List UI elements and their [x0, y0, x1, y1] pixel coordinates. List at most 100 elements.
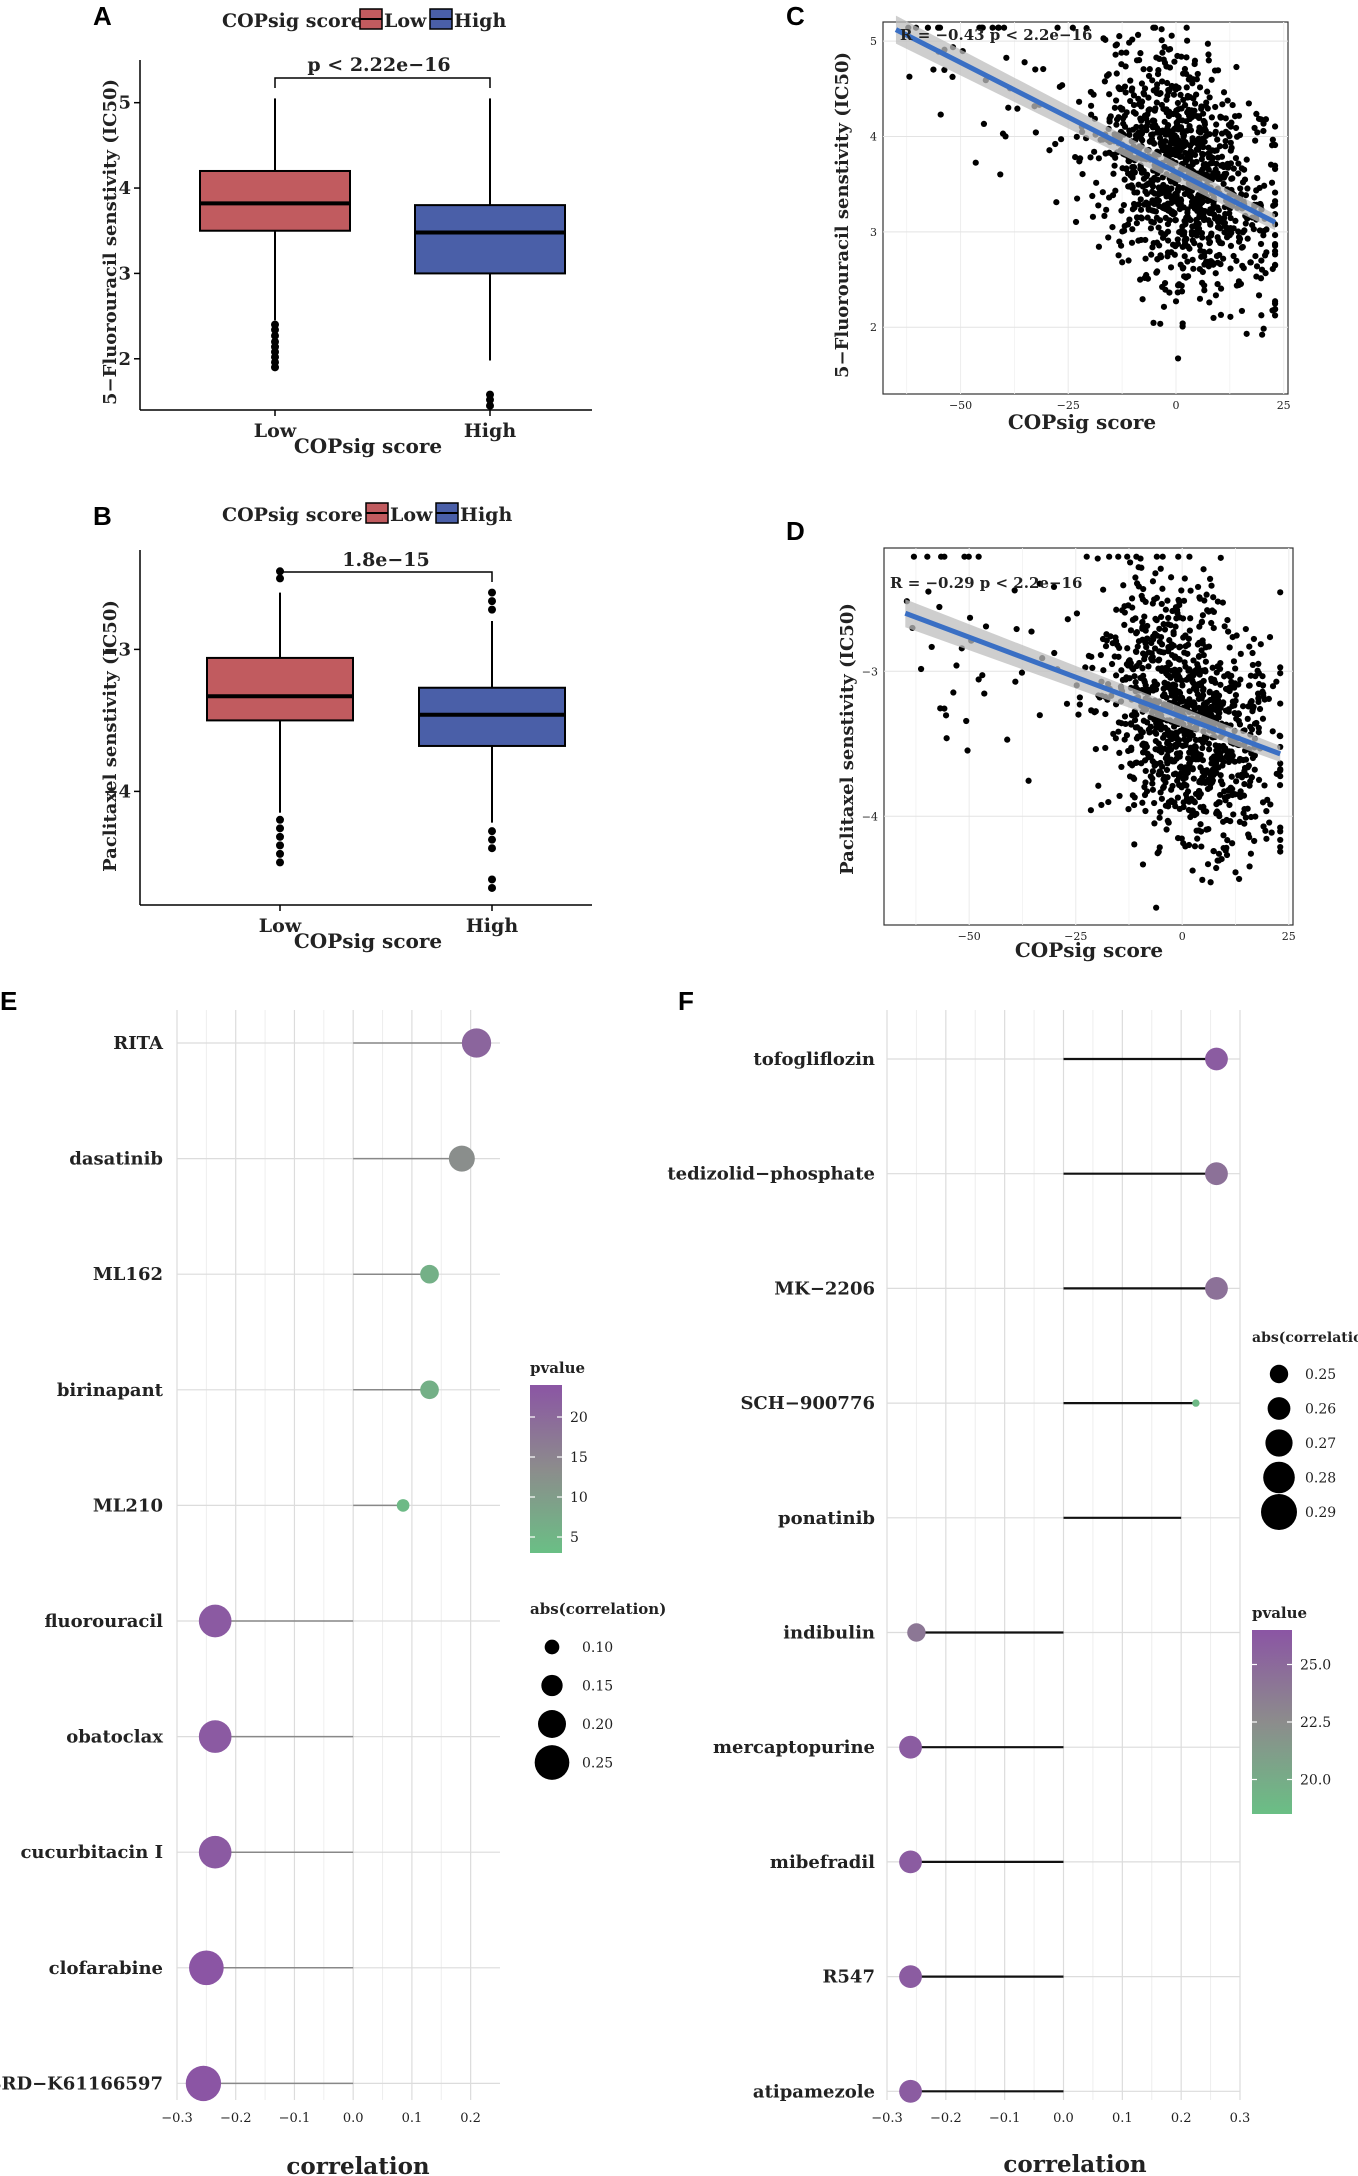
data-point	[1123, 165, 1130, 172]
pvalue-label: p < 2.22e−16	[307, 54, 450, 76]
data-point	[1157, 565, 1164, 572]
data-point	[1200, 692, 1207, 699]
lollipop-dot	[420, 1264, 439, 1284]
data-point	[964, 747, 971, 754]
data-point	[1200, 652, 1207, 659]
data-point	[1207, 257, 1214, 265]
data-point	[1152, 746, 1159, 753]
data-point	[1244, 805, 1251, 812]
data-point	[1172, 86, 1179, 93]
data-point	[1151, 820, 1158, 827]
panel-letter-f: F	[678, 986, 694, 1016]
data-point	[1120, 201, 1127, 209]
panel-b: B COPsig score Low High −3 −4 Low High Pacl…	[93, 501, 592, 953]
data-point	[1174, 99, 1182, 107]
data-point	[1167, 264, 1175, 271]
data-point	[1261, 252, 1269, 259]
data-point	[1160, 142, 1167, 149]
data-point	[1205, 57, 1212, 64]
data-point	[1167, 140, 1174, 147]
data-point	[1201, 287, 1208, 294]
data-point	[1142, 767, 1149, 775]
drug-label: R547	[822, 1967, 875, 1988]
data-point	[1124, 553, 1131, 560]
y-axis-label: 5−Fluorouracil senstivity (IC50)	[100, 79, 121, 405]
size-legend-label: 0.27	[1305, 1436, 1336, 1452]
data-point	[1153, 196, 1161, 203]
outlier-point	[488, 597, 496, 606]
data-point	[1174, 729, 1181, 736]
outlier-point	[486, 401, 494, 410]
data-point	[1217, 681, 1224, 688]
data-point	[1197, 821, 1204, 828]
data-point	[1259, 331, 1266, 338]
data-point	[1099, 189, 1106, 196]
outlier-point	[488, 835, 496, 844]
data-point	[1263, 226, 1270, 233]
data-point	[1087, 102, 1095, 109]
data-point	[1217, 554, 1224, 561]
data-point	[1170, 91, 1178, 98]
data-point	[1184, 37, 1191, 44]
data-point	[1265, 695, 1272, 702]
data-point	[1138, 117, 1145, 124]
data-point	[1200, 685, 1207, 693]
x-tick-label: −0.1	[279, 2111, 311, 2126]
x-tick-label: −50	[958, 930, 981, 943]
data-point	[1152, 615, 1159, 623]
data-point	[1113, 672, 1120, 679]
data-point	[1267, 801, 1274, 808]
data-point	[1247, 259, 1254, 266]
data-point	[1169, 241, 1177, 248]
data-point	[1130, 801, 1138, 809]
data-point	[1076, 694, 1083, 701]
data-point	[1222, 847, 1229, 854]
data-point	[1224, 617, 1231, 624]
data-point	[1121, 123, 1129, 130]
data-point	[1174, 52, 1181, 60]
data-point	[1229, 840, 1236, 847]
data-point	[1164, 129, 1171, 136]
panel-letter-a: A	[93, 1, 112, 31]
data-point	[943, 735, 950, 742]
colorbar-tick-label: 25.0	[1300, 1658, 1331, 1674]
box-high	[414, 204, 566, 275]
outlier-point	[488, 588, 496, 597]
data-point	[1157, 769, 1164, 776]
data-point	[1177, 770, 1185, 777]
data-point	[1165, 113, 1173, 120]
x-tick-label: −50	[949, 399, 972, 412]
data-point	[1152, 737, 1159, 745]
data-point	[1145, 663, 1152, 670]
data-point	[1133, 553, 1140, 560]
size-legend-label: 0.20	[582, 1717, 613, 1733]
drug-label: ML162	[93, 1264, 163, 1285]
data-point	[1151, 107, 1158, 114]
data-point	[1246, 863, 1253, 870]
data-point	[1095, 202, 1102, 209]
data-point	[1075, 98, 1083, 105]
data-point	[1249, 661, 1256, 669]
data-point	[1197, 200, 1204, 207]
lollipop-dot	[899, 1735, 922, 1759]
data-point	[1258, 257, 1265, 264]
y-tick-label: 2	[870, 321, 877, 334]
data-point	[1172, 623, 1179, 630]
data-point	[1255, 776, 1263, 783]
data-point	[1012, 678, 1019, 685]
data-point	[1233, 715, 1240, 722]
data-point	[1230, 165, 1237, 172]
data-point	[1152, 686, 1160, 693]
data-point	[975, 676, 982, 683]
data-point	[1141, 201, 1148, 208]
data-point	[1120, 582, 1127, 589]
lollipop-dot	[461, 1028, 492, 1058]
legend-label-low: Low	[384, 10, 427, 32]
data-point	[1183, 118, 1190, 125]
data-point	[1137, 50, 1144, 57]
data-point	[1198, 156, 1205, 163]
panel-letter-b: B	[93, 501, 112, 531]
data-point	[1141, 112, 1149, 119]
data-point	[1201, 138, 1208, 145]
data-point	[1095, 243, 1103, 250]
